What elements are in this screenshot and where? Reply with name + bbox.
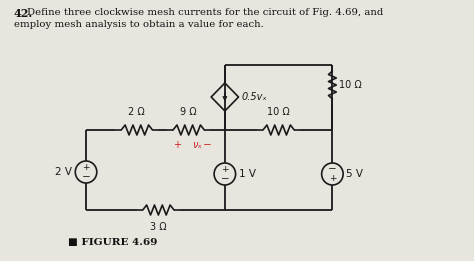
Text: 1 V: 1 V [238, 169, 255, 179]
Text: −: − [220, 174, 229, 184]
Text: 10 Ω: 10 Ω [267, 107, 290, 117]
Text: +: + [82, 163, 90, 172]
Text: 2 Ω: 2 Ω [128, 107, 145, 117]
Text: −: − [328, 164, 337, 174]
Text: −: − [82, 172, 91, 182]
Text: 9 Ω: 9 Ω [181, 107, 197, 117]
Text: 5 V: 5 V [346, 169, 363, 179]
Text: 3 Ω: 3 Ω [150, 222, 167, 232]
Text: 10 Ω: 10 Ω [339, 80, 362, 90]
Text: Define three clockwise mesh currents for the circuit of Fig. 4.69, and: Define three clockwise mesh currents for… [27, 8, 383, 17]
Text: employ mesh analysis to obtain a value for each.: employ mesh analysis to obtain a value f… [14, 20, 264, 29]
Text: −: − [203, 140, 211, 150]
Text: ■ FIGURE 4.69: ■ FIGURE 4.69 [68, 238, 158, 247]
Text: +: + [173, 140, 181, 150]
Text: 42.: 42. [14, 8, 33, 19]
Text: 0.5vₓ: 0.5vₓ [241, 92, 267, 102]
Text: 2 V: 2 V [55, 167, 73, 177]
Text: +: + [221, 165, 228, 174]
Text: +: + [328, 174, 336, 183]
Text: νₓ: νₓ [192, 140, 202, 150]
